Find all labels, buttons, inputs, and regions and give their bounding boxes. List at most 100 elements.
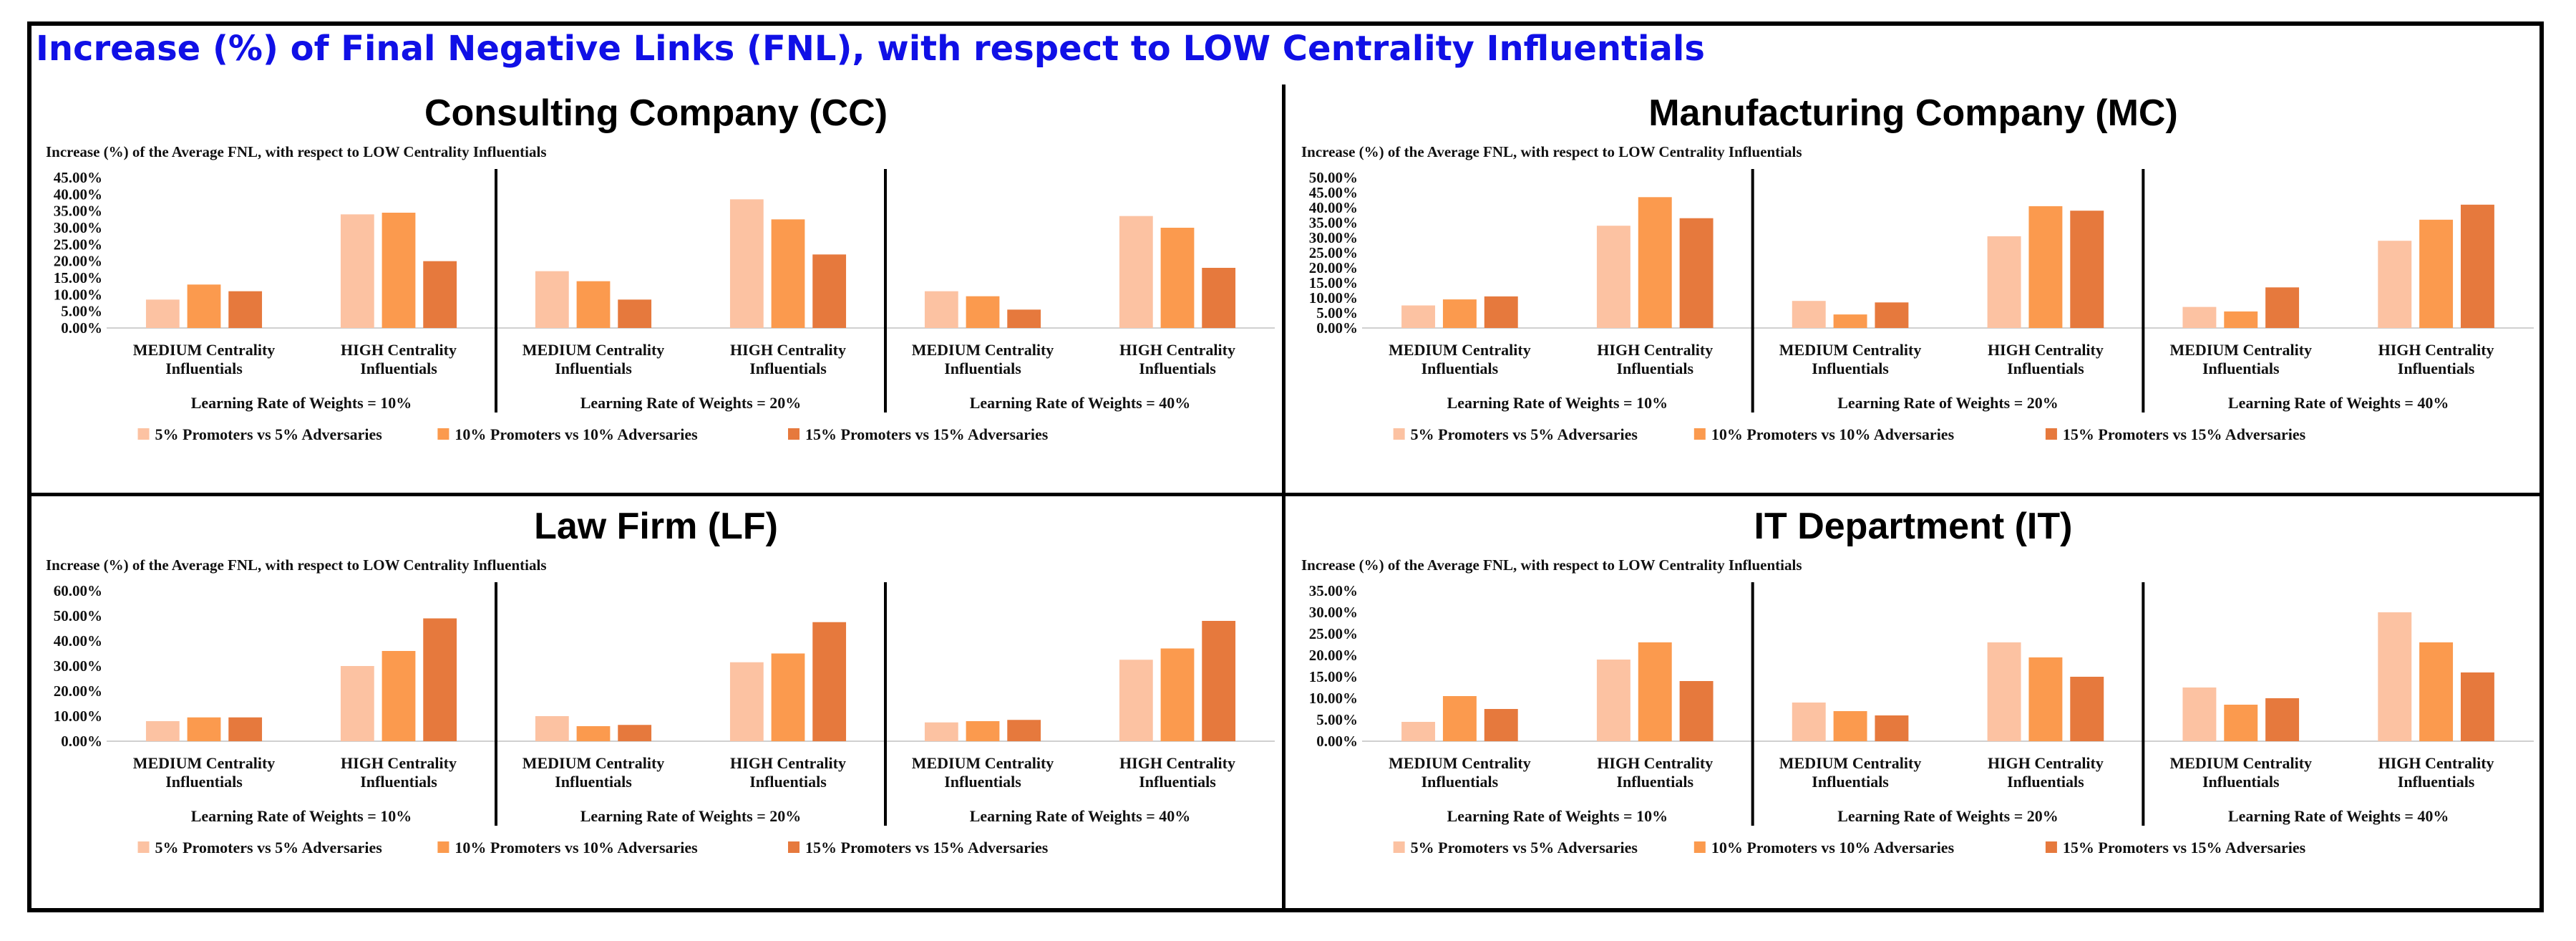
panel-subtitle: Increase (%) of the Average FNL, with re… — [1301, 143, 1802, 160]
bar — [2378, 612, 2412, 741]
legend-label: 5% Promoters vs 5% Adversaries — [1411, 839, 1638, 856]
category-label: Influentials — [165, 359, 243, 377]
category-label: HIGH Centrality — [730, 754, 846, 772]
legend-label: 15% Promoters vs 15% Adversaries — [2063, 839, 2306, 856]
category-label: MEDIUM Centrality — [2169, 341, 2312, 359]
y-tick-label: 30.00% — [1309, 229, 1358, 246]
bar — [423, 618, 457, 741]
y-tick-label: 0.00% — [61, 319, 102, 337]
bar — [2028, 206, 2063, 328]
category-label: Influentials — [749, 773, 827, 791]
category-label: MEDIUM Centrality — [912, 341, 1054, 359]
y-tick-label: 0.00% — [1316, 319, 1358, 337]
bar — [1679, 681, 1714, 741]
legend-swatch — [2045, 428, 2057, 440]
bar — [2265, 287, 2300, 328]
category-label: MEDIUM Centrality — [133, 754, 276, 772]
bar — [1442, 299, 1477, 328]
category-label: Influentials — [1139, 359, 1216, 377]
legend-label: 15% Promoters vs 15% Adversaries — [805, 839, 1049, 856]
panel-subtitle: Increase (%) of the Average FNL, with re… — [46, 556, 547, 574]
bar — [535, 716, 569, 741]
legend-label: 15% Promoters vs 15% Adversaries — [2063, 425, 2306, 443]
panel-consulting-company: Consulting Company (CC) Increase (%) of … — [31, 85, 1280, 491]
bar — [576, 281, 611, 328]
category-label: Influentials — [1812, 773, 1889, 791]
bar — [1638, 642, 1672, 741]
category-label: HIGH Centrality — [1988, 341, 2104, 359]
legend-swatch — [437, 841, 449, 853]
bar — [618, 299, 652, 328]
bar — [1792, 703, 1826, 741]
y-tick-label: 10.00% — [54, 708, 102, 725]
panel-title: IT Department (IT) — [1754, 506, 2073, 547]
bar — [1202, 621, 1236, 741]
bar — [729, 662, 764, 741]
bar — [1007, 309, 1041, 328]
category-label: HIGH Centrality — [341, 754, 457, 772]
panel-subtitle: Increase (%) of the Average FNL, with re… — [46, 143, 547, 160]
bar — [340, 666, 374, 741]
group-label: Learning Rate of Weights = 40% — [970, 807, 1191, 825]
category-label: MEDIUM Centrality — [523, 754, 665, 772]
bar — [2182, 307, 2217, 328]
panel-it-department: IT Department (IT) Increase (%) of the A… — [1287, 498, 2539, 908]
bar — [2460, 672, 2494, 741]
chart-it-department: 0.00% 5.00% 10.00% 15.00% 20.00% 25.00% 30.00%… — [1309, 582, 2534, 856]
bar — [423, 261, 457, 328]
y-tick-label: 40.00% — [1309, 199, 1358, 216]
y-tick-label: 20.00% — [1309, 259, 1358, 276]
group-label: Learning Rate of Weights = 40% — [2228, 394, 2449, 412]
category-label: MEDIUM Centrality — [1779, 341, 1922, 359]
category-label: HIGH Centrality — [1988, 754, 2104, 772]
legend-label: 5% Promoters vs 5% Adversaries — [1411, 425, 1638, 443]
category-label: Influentials — [2202, 773, 2280, 791]
bar — [729, 199, 764, 328]
y-tick-label: 40.00% — [54, 632, 102, 650]
bar — [1833, 711, 1867, 741]
category-label: Influentials — [555, 773, 632, 791]
y-tick-label: 45.00% — [54, 169, 102, 186]
legend-label: 10% Promoters vs 10% Adversaries — [455, 425, 698, 443]
bar — [228, 291, 263, 328]
bar — [1638, 197, 1672, 328]
bar — [1160, 228, 1195, 328]
bar — [1160, 648, 1195, 741]
bar — [1987, 642, 2021, 741]
y-tick-label: 10.00% — [54, 286, 102, 303]
bar — [2224, 311, 2258, 328]
category-label: Influentials — [2202, 359, 2280, 377]
chart-manufacturing-company: 0.00%5.00%10.00%15.00%20.00%25.00%30.00%… — [1309, 169, 2534, 443]
y-tick-label: 60.00% — [54, 582, 102, 599]
bar — [2460, 204, 2494, 328]
y-tick-label: 25.00% — [1309, 625, 1358, 642]
category-label: Influentials — [1616, 773, 1693, 791]
category-label: MEDIUM Centrality — [912, 754, 1054, 772]
bar — [1007, 720, 1041, 741]
category-label: Influentials — [360, 359, 437, 377]
group-label: Learning Rate of Weights = 20% — [1837, 394, 2059, 412]
legend-label: 15% Promoters vs 15% Adversaries — [805, 425, 1049, 443]
bar — [145, 299, 180, 328]
legend-swatch — [2045, 841, 2057, 853]
panel-title: Manufacturing Company (MC) — [1648, 92, 2178, 134]
bar — [2070, 211, 2104, 328]
y-tick-label: 40.00% — [54, 185, 102, 203]
y-tick-label: 0.00% — [61, 733, 102, 750]
bar — [381, 213, 416, 328]
legend-label: 10% Promoters vs 10% Adversaries — [1711, 425, 1955, 443]
category-label: Influentials — [1421, 773, 1499, 791]
bar — [2378, 241, 2412, 328]
bar — [966, 296, 1000, 328]
legend-swatch — [1693, 841, 1706, 853]
panel-law-firm: Law Firm (LF) Increase (%) of the Averag… — [31, 498, 1280, 908]
y-tick-label: 50.00% — [1309, 169, 1358, 186]
bar — [771, 653, 805, 741]
y-tick-label: 20.00% — [54, 682, 102, 700]
bar — [2265, 698, 2300, 741]
bar — [1875, 302, 1909, 328]
category-label: Influentials — [2007, 359, 2084, 377]
panel-title: Law Firm (LF) — [534, 506, 778, 547]
category-label: Influentials — [555, 359, 632, 377]
legend-swatch — [437, 428, 449, 440]
